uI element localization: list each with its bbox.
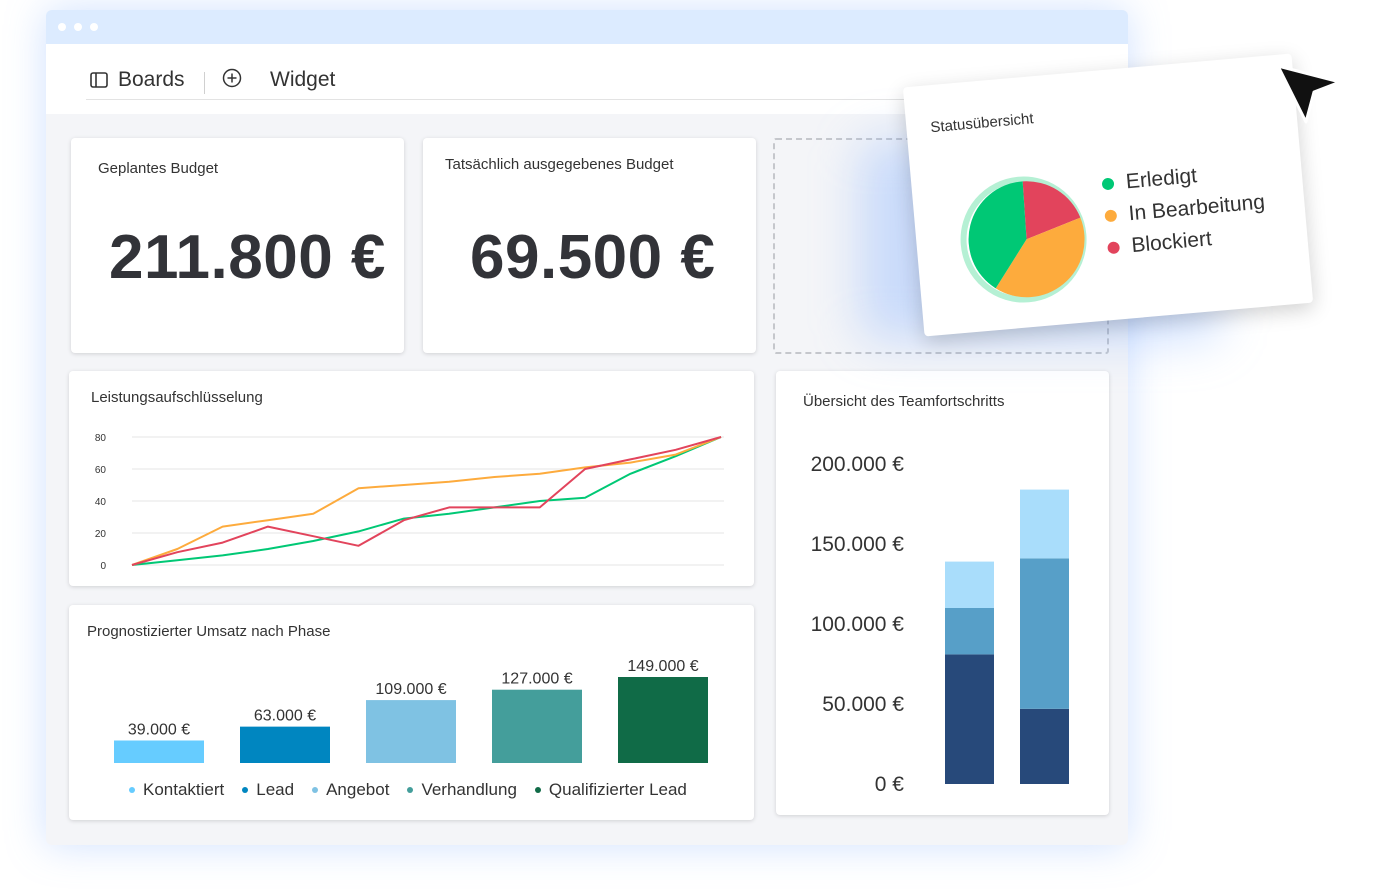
planned-budget-card[interactable]: Geplantes Budget 211.800 € [71, 138, 404, 353]
legend-item: Erledigt [1101, 164, 1198, 196]
revenue-card[interactable]: Prognostizierter Umsatz nach Phase 39.00… [69, 605, 754, 820]
plus-circle-icon [222, 68, 242, 88]
stacked-bar-segment [1020, 489, 1069, 559]
y-tick-label: 20 [95, 529, 107, 540]
window-dot[interactable] [74, 23, 82, 31]
legend-item: Kontaktiert [129, 780, 224, 800]
legend-item: Qualifizierter Lead [534, 780, 687, 800]
title-bar [46, 10, 1128, 44]
legend-item: Angebot [312, 780, 389, 800]
status-pie-chart [960, 176, 1087, 303]
legend-dot [1107, 241, 1121, 255]
legend-item: In Bearbeitung [1104, 190, 1266, 228]
actual-budget-value: 69.500 € [470, 223, 716, 292]
boards-tab[interactable]: Boards [90, 68, 185, 92]
team-progress-card[interactable]: Übersicht des Teamfortschritts 0 € 50.000… [776, 371, 1109, 815]
y-tick-label: 80 [95, 433, 107, 444]
performance-card[interactable]: Leistungsaufschlüsselung 0 20 40 60 80 [69, 371, 754, 586]
bar-angebot [366, 700, 456, 763]
card-title: Leistungsaufschlüsselung [91, 389, 263, 406]
widget-tab[interactable]: Widget [270, 68, 335, 92]
bar-value-label: 63.000 € [254, 708, 316, 725]
line-series-3 [131, 436, 722, 566]
revenue-bar-chart: 39.000 € 63.000 € 109.000 € 127.000 € 149.00… [114, 658, 708, 763]
bar-kontaktiert [114, 740, 204, 763]
card-title: Tatsächlich ausgegebenes Budget [445, 156, 674, 173]
stacked-bar-segment [945, 561, 994, 608]
card-title: Statusübersicht [929, 110, 1035, 137]
card-title: Prognostizierter Umsatz nach Phase [87, 623, 331, 640]
bar-lead [240, 726, 330, 763]
legend-label: Qualifizierter Lead [548, 780, 687, 799]
bar-value-label: 127.000 € [501, 671, 572, 688]
revenue-legend: Kontaktiert Lead Angebot Verhandlung Qualifi… [129, 780, 705, 800]
line-series-2 [131, 436, 722, 566]
legend-item: Blockiert [1107, 227, 1213, 260]
toolbar-underline [86, 99, 1088, 100]
window-dot[interactable] [90, 23, 98, 31]
legend-dot [1104, 209, 1118, 223]
y-tick-label: 0 € [875, 773, 905, 796]
add-widget-button[interactable] [222, 68, 242, 88]
y-tick-label: 200.000 € [811, 453, 905, 476]
legend-label: Kontaktiert [143, 780, 225, 799]
bar-value-label: 39.000 € [128, 721, 190, 738]
performance-line-chart: 0 20 40 60 80 [95, 433, 724, 572]
legend-bullet [242, 787, 249, 793]
line-series-1 [131, 436, 722, 566]
legend-item: Verhandlung [407, 780, 517, 800]
toolbar-divider [204, 72, 205, 94]
legend-label: In Bearbeitung [1127, 190, 1266, 226]
bar-qualifizierter-lead [618, 677, 708, 763]
y-tick-label: 100.000 € [811, 613, 905, 636]
y-tick-label: 0 [100, 561, 106, 572]
window-dot[interactable] [58, 23, 66, 31]
status-overview-card[interactable]: Statusübersicht Erledigt In Bearbeitung Bl… [902, 53, 1314, 337]
arrow-pointer-icon [1276, 64, 1342, 124]
legend-label: Angebot [326, 780, 390, 799]
bar-value-label: 109.000 € [375, 681, 446, 698]
actual-budget-card[interactable]: Tatsächlich ausgegebenes Budget 69.500 € [423, 138, 756, 353]
legend-label: Erledigt [1124, 164, 1198, 194]
card-title: Geplantes Budget [98, 160, 219, 177]
team-stacked-bar-chart: 0 € 50.000 € 100.000 € 150.000 € 200.000 € [811, 453, 1069, 796]
boards-label: Boards [118, 68, 185, 91]
card-title: Übersicht des Teamfortschritts [803, 393, 1005, 410]
legend-bullet [407, 787, 414, 793]
y-tick-label: 50.000 € [822, 693, 904, 716]
pie-slice-blockiert [1022, 181, 1081, 240]
legend-bullet [534, 787, 541, 793]
legend-dot [1101, 177, 1115, 191]
y-tick-label: 150.000 € [811, 533, 905, 556]
bar-verhandlung [492, 689, 582, 763]
sidebar-panel-icon [90, 72, 108, 88]
legend-item: Lead [242, 780, 294, 800]
legend-label: Verhandlung [421, 780, 517, 799]
planned-budget-value: 211.800 € [109, 223, 386, 292]
legend-label: Lead [256, 780, 295, 799]
pie-slice-erledigt [968, 181, 1027, 289]
y-tick-label: 40 [95, 497, 107, 508]
y-tick-label: 60 [95, 465, 107, 476]
stacked-bar-segment [945, 654, 994, 784]
pie-slice-in-bearbeitung [995, 217, 1085, 298]
stacked-bar-segment [1020, 708, 1069, 784]
bar-value-label: 149.000 € [627, 658, 698, 675]
legend-bullet [312, 787, 319, 793]
legend-bullet [129, 787, 135, 793]
stacked-bar-segment [945, 608, 994, 655]
widget-label: Widget [270, 68, 336, 91]
legend-label: Blockiert [1130, 227, 1213, 258]
stacked-bar-segment [1020, 558, 1069, 709]
